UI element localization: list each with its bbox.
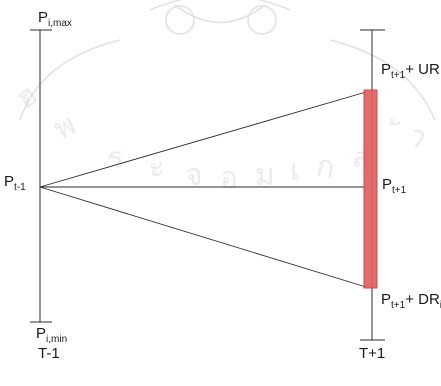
label-t-minus-1: T-1 <box>38 345 60 362</box>
label-p-t-minus-1-base: P <box>4 173 15 190</box>
label-p-t-plus-1: Pt+1 <box>382 177 406 199</box>
label-p-t-plus-1-base: P <box>382 176 393 193</box>
label-lower-suffix: + DR <box>405 291 440 308</box>
label-upper-sub: t+1 <box>391 70 406 81</box>
label-t-plus-1: T+1 <box>359 345 386 362</box>
label-p-max-sub: i,max <box>48 18 72 29</box>
label-lower-bound: Pt+1+ DRi <box>381 292 441 314</box>
label-upper-suffix: + UR <box>405 61 440 78</box>
label-upper-base: P <box>381 61 392 78</box>
line-to-upper-bound <box>39 91 367 188</box>
label-lower-base: P <box>381 291 392 308</box>
label-p-min-base: P <box>36 325 47 342</box>
label-p-min: Pi,min <box>36 326 67 348</box>
label-lower-sub: t+1 <box>391 300 406 311</box>
label-upper-bound: Pt+1+ UR <box>381 62 440 84</box>
label-p-max-base: P <box>38 9 49 26</box>
line-to-lower-bound <box>39 186 367 288</box>
label-p-max: Pi,max <box>38 10 72 32</box>
range-band <box>363 89 378 289</box>
label-p-min-sub: i,min <box>46 334 68 345</box>
label-p-t-plus-1-sub: t+1 <box>392 185 407 196</box>
label-lower-suffix-sub: i <box>439 300 441 311</box>
label-p-t-minus-1: Pt-1 <box>4 174 26 196</box>
label-p-t-minus-1-sub: t-1 <box>14 182 26 193</box>
